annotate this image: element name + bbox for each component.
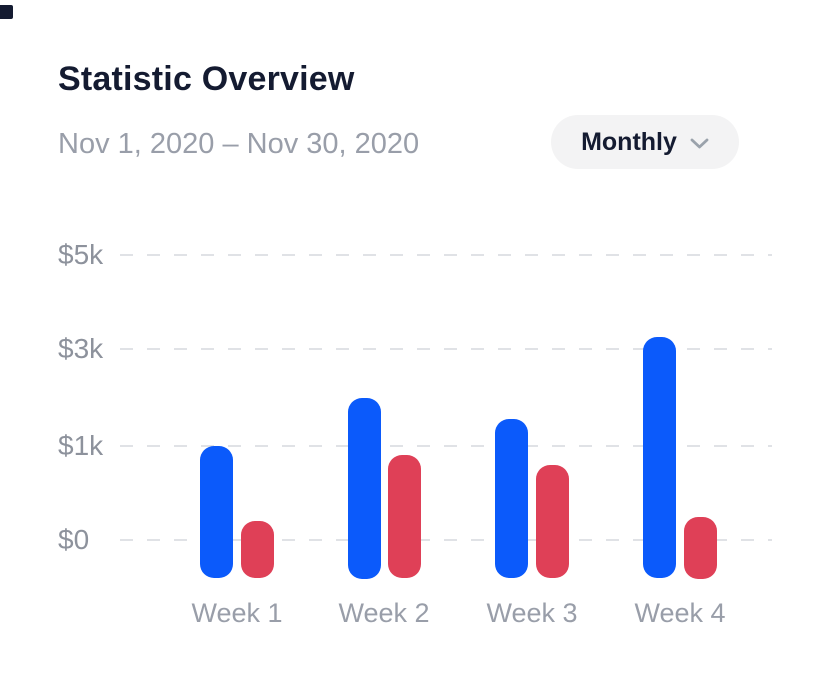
chevron-down-icon <box>690 135 709 149</box>
y-axis-tick-label: $0 <box>58 524 90 555</box>
bar-week-4-secondary-red[interactable] <box>684 517 717 579</box>
y-axis-tick-label: $1k <box>58 430 104 461</box>
gridline <box>120 348 772 350</box>
bar-week-1-secondary-red[interactable] <box>241 521 274 578</box>
gridline <box>120 254 772 256</box>
bar-week-2-primary-blue[interactable] <box>348 398 381 579</box>
bar-week-3-primary-blue[interactable] <box>495 419 528 578</box>
bar-week-2-secondary-red[interactable] <box>388 455 421 578</box>
x-axis-label: Week 4 <box>634 598 726 628</box>
y-axis-tick-label: $5k <box>58 239 104 270</box>
period-dropdown[interactable]: Monthly <box>551 115 739 169</box>
gridline <box>120 539 772 541</box>
period-dropdown-label: Monthly <box>581 127 677 156</box>
cropped-corner-element <box>0 5 13 19</box>
x-axis-label: Week 2 <box>338 598 430 628</box>
bar-week-1-primary-blue[interactable] <box>200 446 233 578</box>
page-title: Statistic Overview <box>58 60 355 98</box>
x-axis-label: Week 3 <box>486 598 578 628</box>
y-axis-tick-label: $3k <box>58 333 104 364</box>
bar-week-4-primary-blue[interactable] <box>643 337 676 578</box>
date-range-label: Nov 1, 2020 – Nov 30, 2020 <box>58 128 420 160</box>
x-axis-label: Week 1 <box>191 598 283 628</box>
bar-week-3-secondary-red[interactable] <box>536 465 569 578</box>
gridline <box>120 445 772 447</box>
